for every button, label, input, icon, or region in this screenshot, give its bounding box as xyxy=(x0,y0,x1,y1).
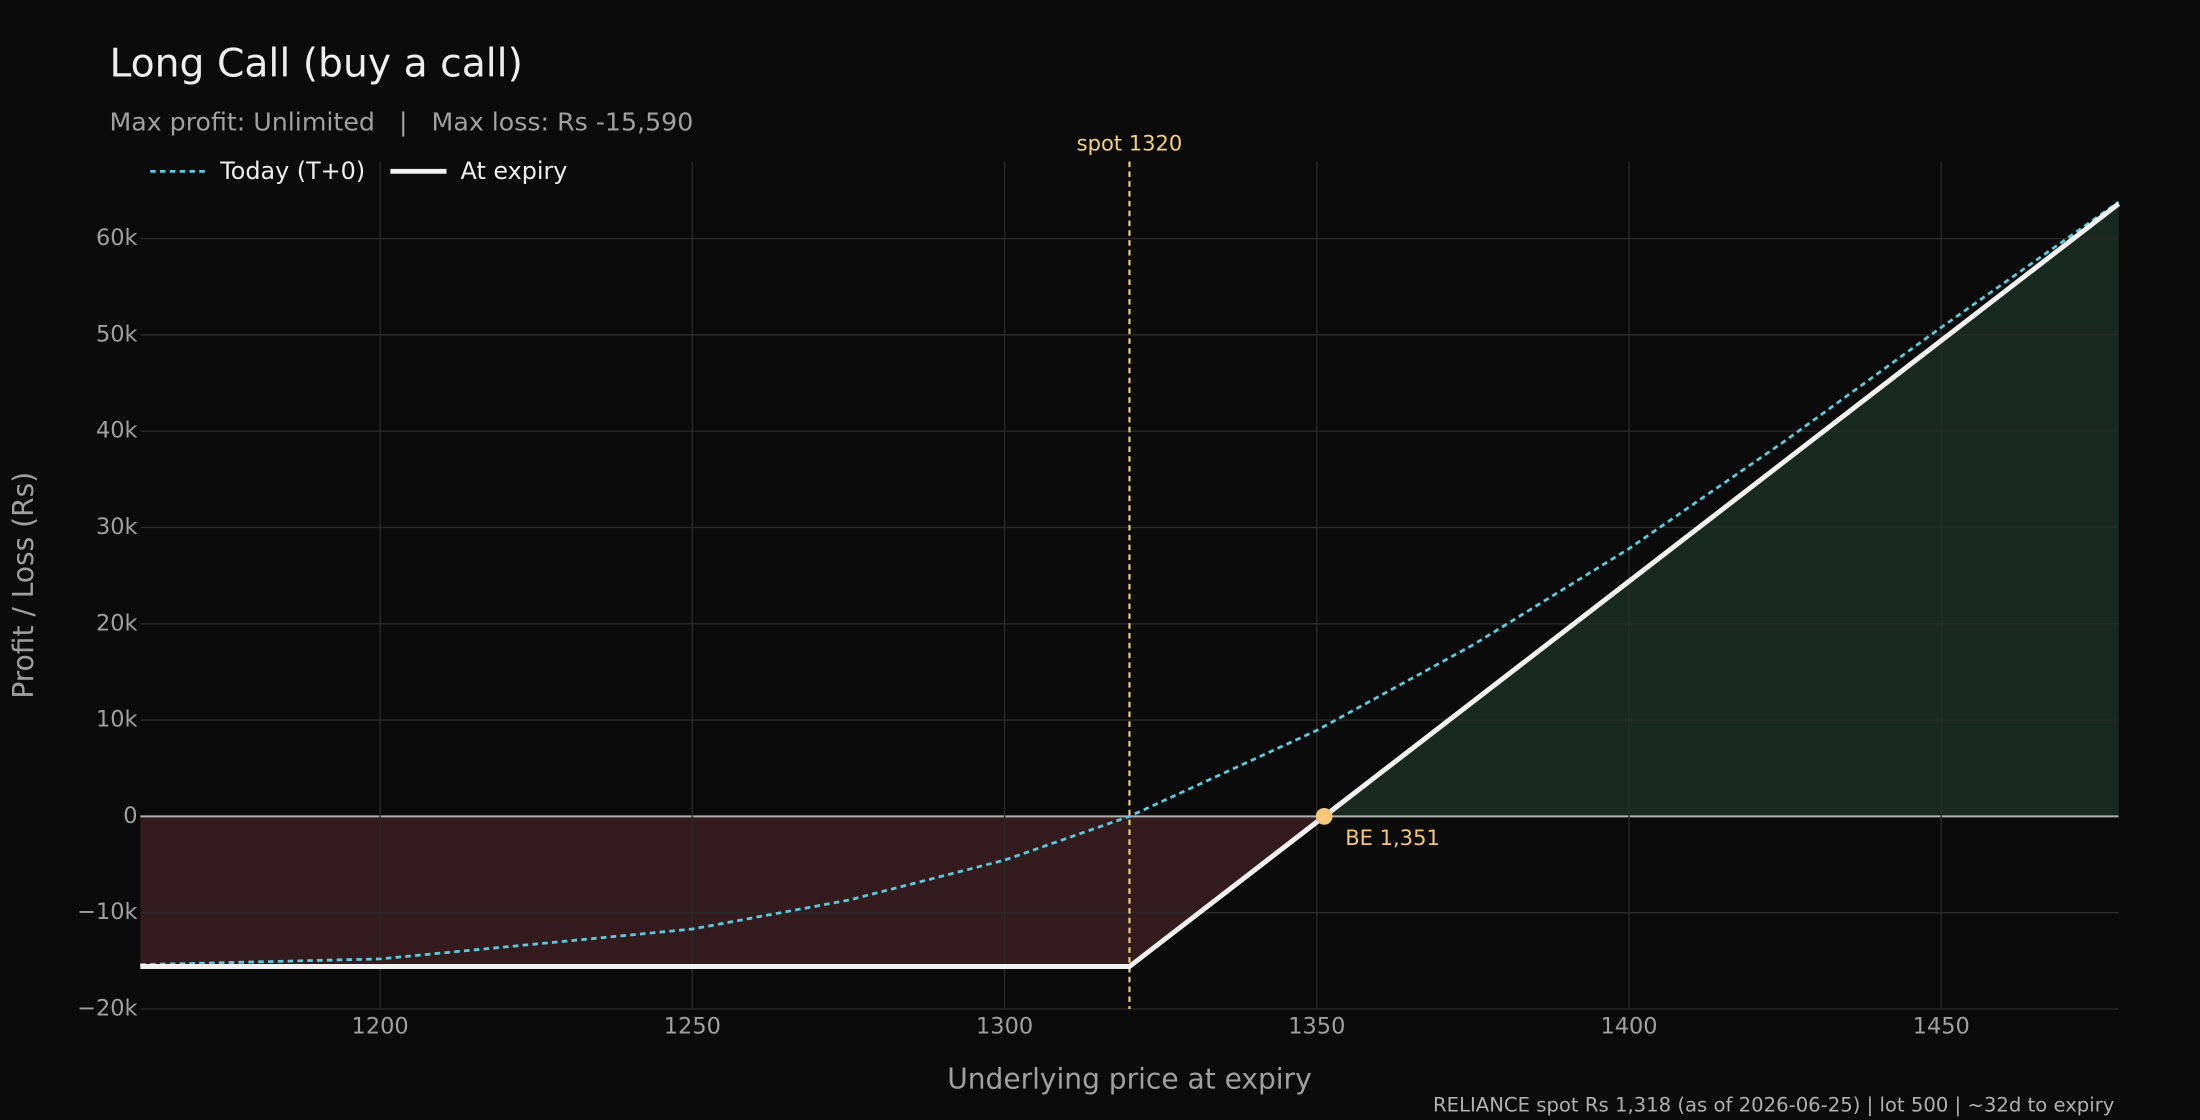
y-tick-label: 50k xyxy=(96,321,138,347)
breakeven-marker xyxy=(1315,807,1333,825)
y-tick-label: 30k xyxy=(96,514,138,540)
x-tick-label: 1350 xyxy=(1288,1014,1345,1040)
x-tick-label: 1450 xyxy=(1913,1014,1970,1040)
legend-label: At expiry xyxy=(461,157,568,185)
loss-area xyxy=(140,816,1325,967)
y-tick-label: 20k xyxy=(96,610,138,636)
y-tick-label: −10k xyxy=(77,899,137,925)
y-tick-label: 0 xyxy=(123,803,137,829)
x-tick-label: 1250 xyxy=(664,1014,721,1040)
x-tick-label: 1300 xyxy=(976,1014,1033,1040)
series-line xyxy=(140,200,2120,967)
chart-subtitle: Max profit: Unlimited | Max loss: Rs -15… xyxy=(109,108,693,137)
series-line xyxy=(140,201,2121,969)
y-tick-label: 40k xyxy=(96,418,138,444)
x-tick-label: 1200 xyxy=(352,1014,409,1040)
y-tick-label: −20k xyxy=(77,995,137,1021)
spot-label: spot 1320 xyxy=(1077,131,1183,156)
y-axis-title: Profit / Loss (Rs) xyxy=(7,472,40,699)
x-axis-title: Underlying price at expiry xyxy=(947,1063,1311,1096)
breakeven-label: BE 1,351 xyxy=(1345,825,1440,850)
footer: RELIANCE spot Rs 1,318 (as of 2026-06-25… xyxy=(1433,1093,2115,1116)
y-tick-label: 10k xyxy=(96,707,138,733)
legend-label: Today (T+0) xyxy=(219,157,365,185)
y-tick-label: 60k xyxy=(96,225,138,251)
x-tick-label: 1400 xyxy=(1600,1014,1657,1040)
chart-title: Long Call (buy a call) xyxy=(109,42,522,87)
